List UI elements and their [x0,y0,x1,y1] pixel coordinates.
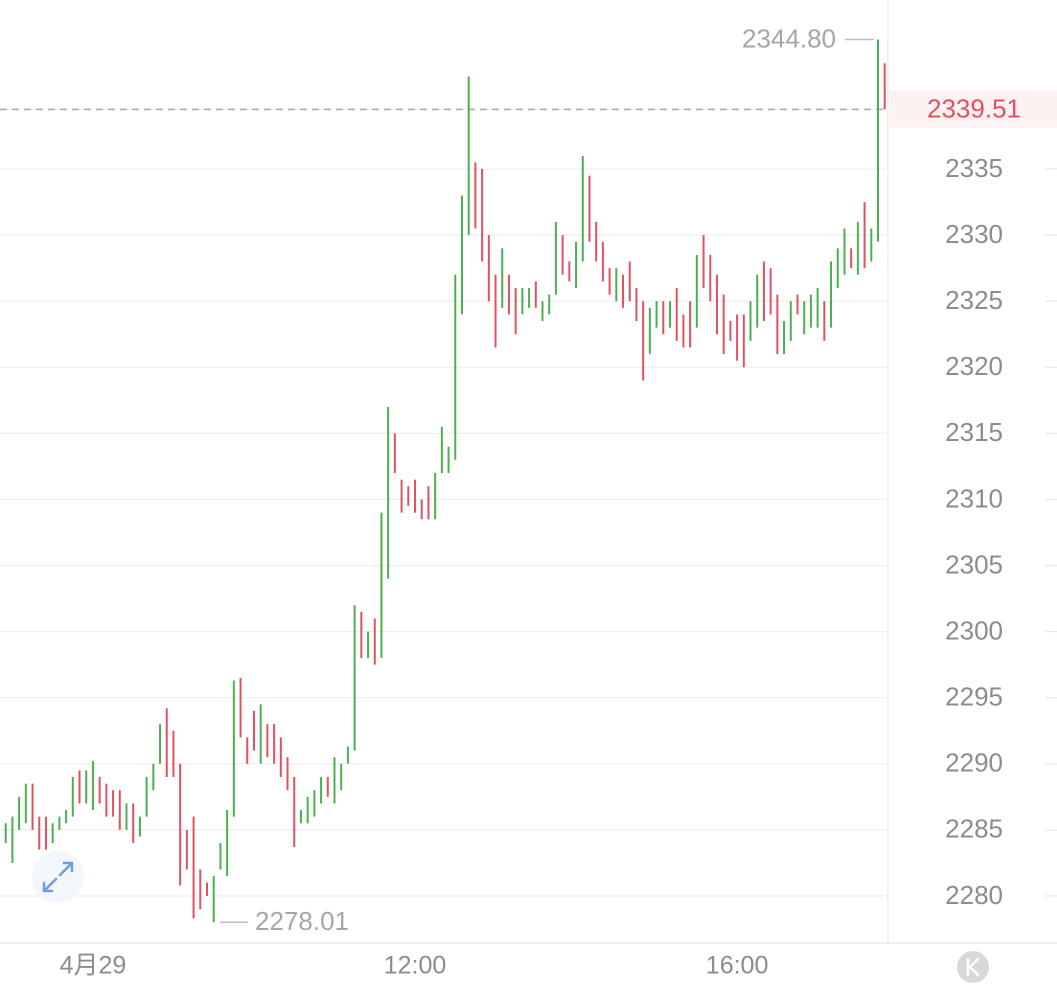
last-price-box [890,90,1057,128]
y-tick-label: 2315 [945,417,1003,447]
y-tick-label: 2290 [945,748,1003,778]
expand-button[interactable] [32,851,84,903]
y-tick-label: 2305 [945,549,1003,579]
high-label: 2344.80 [742,23,836,53]
k-button[interactable] [957,951,989,983]
low-label: 2278.01 [255,906,349,936]
y-tick-label: 2335 [945,153,1003,183]
bars [4,39,886,923]
last-price-label: 2339.51 [927,93,1021,123]
y-tick-label: 2320 [945,351,1003,381]
y-tick-label: 2325 [945,285,1003,315]
labels: 2280 2285 2290 2295 2300 2305 2310 2315 2320 2325… [60,23,1057,980]
y-tick-label: 2280 [945,880,1003,910]
x-tick-label: 4月29 [60,952,127,980]
y-tick-label: 2300 [945,615,1003,645]
x-tick-label: 12:00 [384,952,447,980]
x-tick-label: 16:00 [706,952,769,980]
grid [0,108,1057,897]
y-tick-label: 2285 [945,814,1003,844]
y-tick-label: 2295 [945,682,1003,712]
y-tick-label: 2310 [945,483,1003,513]
y-tick-label: 2330 [945,219,1003,249]
